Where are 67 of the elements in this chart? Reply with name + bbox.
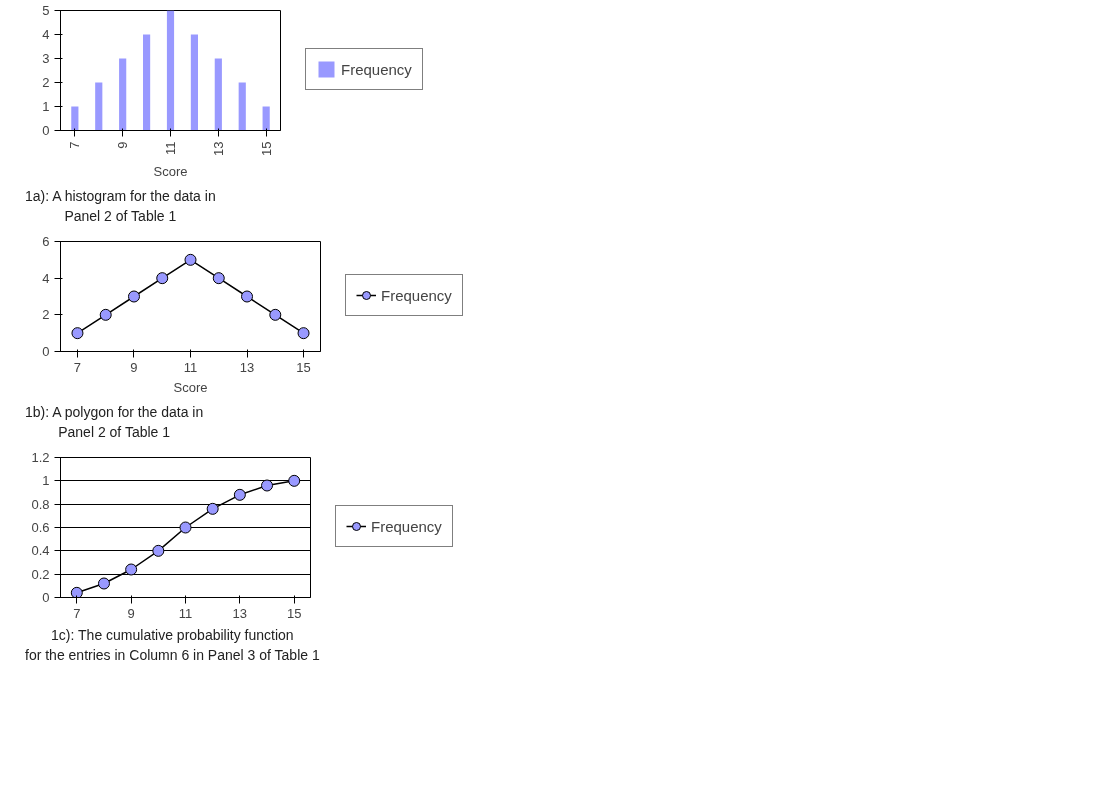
point [127, 290, 140, 303]
x-tick-label: 9 [127, 605, 135, 621]
y-tick-label: 2 [42, 307, 50, 323]
y-tick-label: 6 [42, 234, 50, 250]
x-tick-label: 15 [258, 141, 274, 156]
x-axis-title: Score [173, 379, 208, 395]
point [156, 272, 169, 285]
point [269, 308, 282, 321]
bar [262, 106, 270, 131]
y-tick-label: 3 [42, 51, 50, 66]
x-tick-label: 9 [115, 141, 131, 149]
x-tick-label: 7 [73, 605, 81, 621]
x-tick-label: 13 [210, 141, 226, 156]
bar [95, 82, 103, 131]
x-tick-label: 15 [296, 359, 311, 375]
y-tick-label: 0.6 [31, 520, 50, 536]
point [206, 503, 219, 516]
point [233, 489, 246, 502]
text: 1a): A histogram for the data in Panel 2 of Table 1 [25, 187, 216, 226]
x-axis-title: Score [153, 163, 188, 179]
point [241, 290, 254, 303]
point [99, 308, 112, 321]
point [152, 545, 165, 558]
y-tick-label: 0 [42, 590, 50, 606]
bar [71, 106, 79, 131]
point [179, 521, 192, 534]
x-tick-label: 11 [183, 359, 198, 375]
y-tick-label: 0 [42, 344, 50, 360]
bar [166, 10, 175, 131]
point [261, 479, 274, 492]
y-tick-label: 1 [42, 473, 50, 489]
bar [143, 34, 151, 131]
legend-label: Frequency [381, 286, 452, 304]
text: 1b): A polygon for the data in Panel 2 of Table 1 [25, 403, 204, 443]
y-tick-label: 0.4 [31, 543, 50, 559]
y-tick-label: 0 [42, 123, 50, 138]
y-tick-label: 4 [42, 270, 50, 286]
x-tick-label: 13 [232, 605, 248, 621]
y-tick-label: 2 [42, 75, 50, 90]
point [212, 272, 225, 285]
bar [238, 82, 246, 131]
y-tick-label: 4 [42, 27, 50, 42]
x-tick-label: 11 [163, 141, 178, 155]
bar [214, 58, 222, 131]
point [70, 587, 83, 598]
legend-label: Frequency [341, 60, 412, 78]
y-tick-label: 0.8 [31, 496, 50, 512]
bar [190, 34, 198, 131]
x-tick-label: 11 [178, 605, 193, 621]
x-tick-label: 7 [67, 141, 83, 149]
bar [119, 58, 127, 131]
text: 1c): The cumulative probability function for the entries in Column 6 in Panel 3 of Table 1 [25, 626, 320, 666]
x-tick-label: 7 [73, 359, 82, 375]
x-tick-label: 15 [286, 605, 302, 621]
y-tick-label: 1.2 [31, 450, 50, 466]
y-tick-label: 1 [42, 99, 50, 114]
y-tick-label: 5 [42, 3, 50, 18]
legend-label: Frequency [371, 517, 442, 535]
point [71, 327, 84, 340]
point [184, 253, 197, 266]
point [97, 577, 110, 590]
x-tick-label: 13 [239, 359, 255, 375]
point [125, 563, 138, 576]
point [288, 475, 301, 488]
y-tick-label: 0.2 [31, 566, 50, 582]
point [297, 327, 310, 340]
x-tick-label: 9 [130, 359, 138, 375]
